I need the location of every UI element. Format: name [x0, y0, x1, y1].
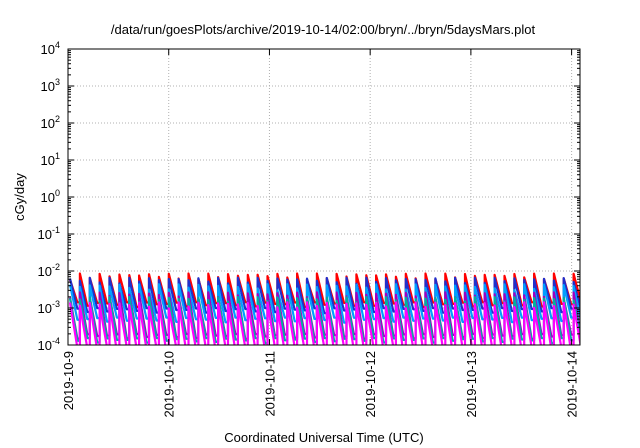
chart-title: /data/run/goesPlots/archive/2019-10-14/0…: [111, 22, 536, 37]
y-tick-label: 103: [41, 77, 60, 94]
y-tick-label: 10-2: [38, 262, 60, 279]
y-tick-label: 10-3: [38, 299, 60, 316]
y-tick-label: 10-1: [38, 225, 60, 242]
y-tick-label: 104: [41, 40, 60, 57]
y-tick-label: 102: [41, 114, 60, 131]
x-tick-label: 2019-10-12: [363, 351, 378, 418]
x-tick-label: 2019-10-11: [262, 351, 277, 417]
y-tick-label: 10-4: [38, 336, 60, 353]
y-tick-label: 101: [41, 151, 60, 168]
x-tick-label: 2019-10-9: [61, 351, 76, 410]
series-line: [68, 301, 580, 345]
y-axis-label: cGy/day: [12, 173, 27, 221]
series-group: [68, 272, 580, 345]
x-tick-label: 2019-10-10: [162, 351, 177, 418]
x-tick-label: 2019-10-13: [464, 351, 479, 418]
x-axis: 2019-10-9 2019-10-10 2019-10-11 2019-10-12 2…: [61, 49, 580, 418]
y-axis: 10-4 10-3 10-2 10-1 100 101 102 103 104: [38, 40, 580, 353]
x-tick-label: 2019-10-14: [565, 351, 580, 418]
y-tick-label: 100: [41, 188, 60, 205]
x-axis-label: Coordinated Universal Time (UTC): [224, 430, 423, 445]
